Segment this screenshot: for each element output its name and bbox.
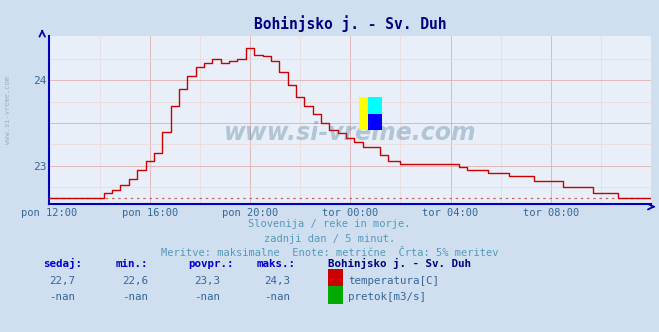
Text: pretok[m3/s]: pretok[m3/s]: [348, 292, 426, 302]
Text: 24,3: 24,3: [264, 276, 290, 286]
Text: temperatura[C]: temperatura[C]: [348, 276, 439, 286]
Text: povpr.:: povpr.:: [188, 259, 233, 269]
Text: maks.:: maks.:: [257, 259, 296, 269]
Text: Slovenija / reke in morje.: Slovenija / reke in morje.: [248, 219, 411, 229]
Text: www.si-vreme.com: www.si-vreme.com: [5, 76, 11, 143]
Text: Bohinjsko j. - Sv. Duh: Bohinjsko j. - Sv. Duh: [328, 258, 471, 269]
Bar: [368, 97, 382, 114]
Text: -nan: -nan: [264, 292, 290, 302]
Text: sedaj:: sedaj:: [43, 258, 82, 269]
Title: Bohinjsko j. - Sv. Duh: Bohinjsko j. - Sv. Duh: [254, 15, 447, 32]
Text: 23,3: 23,3: [194, 276, 221, 286]
Text: -nan: -nan: [49, 292, 76, 302]
Text: min.:: min.:: [115, 259, 148, 269]
Bar: [358, 97, 368, 130]
Text: zadnji dan / 5 minut.: zadnji dan / 5 minut.: [264, 234, 395, 244]
Bar: [368, 114, 382, 130]
Text: Meritve: maksimalne  Enote: metrične  Črta: 5% meritev: Meritve: maksimalne Enote: metrične Črta…: [161, 248, 498, 258]
Text: 22,7: 22,7: [49, 276, 76, 286]
Text: -nan: -nan: [194, 292, 221, 302]
Text: -nan: -nan: [122, 292, 148, 302]
Text: www.si-vreme.com: www.si-vreme.com: [224, 122, 476, 145]
Text: 22,6: 22,6: [122, 276, 148, 286]
